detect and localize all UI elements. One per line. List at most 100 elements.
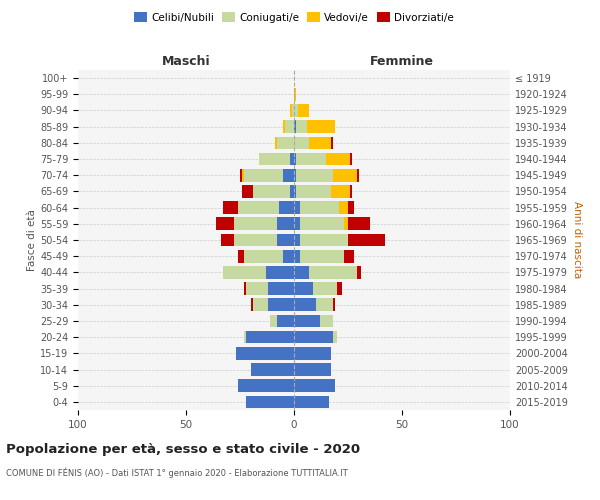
Bar — [348, 202, 355, 214]
Bar — [221, 234, 233, 246]
Bar — [333, 331, 337, 344]
Bar — [294, 152, 296, 166]
Bar — [301, 218, 344, 230]
Bar — [244, 282, 247, 295]
Bar — [326, 152, 350, 166]
Bar — [290, 185, 294, 198]
Bar — [301, 250, 344, 262]
Bar — [294, 185, 296, 198]
Bar — [344, 250, 355, 262]
Bar — [253, 185, 290, 198]
Bar — [290, 104, 292, 117]
Bar — [268, 282, 294, 295]
Bar — [350, 152, 352, 166]
Bar — [296, 169, 333, 181]
Bar — [238, 250, 244, 262]
Bar — [216, 218, 233, 230]
Bar — [275, 136, 277, 149]
Bar — [348, 234, 385, 246]
Bar — [320, 314, 333, 328]
Bar — [294, 298, 316, 311]
Bar — [307, 120, 335, 133]
Bar — [259, 152, 290, 166]
Bar — [277, 314, 294, 328]
Y-axis label: Anni di nascita: Anni di nascita — [572, 202, 581, 278]
Bar — [294, 136, 309, 149]
Bar — [253, 298, 268, 311]
Bar — [223, 266, 266, 278]
Bar — [294, 202, 301, 214]
Bar — [242, 169, 244, 181]
Bar — [283, 169, 294, 181]
Bar — [348, 218, 370, 230]
Y-axis label: Fasce di età: Fasce di età — [27, 209, 37, 271]
Bar — [294, 218, 301, 230]
Bar — [292, 104, 294, 117]
Bar — [283, 250, 294, 262]
Bar — [223, 202, 238, 214]
Text: COMUNE DI FÉNIS (AO) - Dati ISTAT 1° gennaio 2020 - Elaborazione TUTTITALIA.IT: COMUNE DI FÉNIS (AO) - Dati ISTAT 1° gen… — [6, 468, 348, 478]
Bar — [247, 331, 294, 344]
Bar — [277, 234, 294, 246]
Bar — [294, 104, 298, 117]
Bar — [294, 331, 333, 344]
Bar — [279, 202, 294, 214]
Text: Maschi: Maschi — [161, 56, 211, 68]
Bar — [294, 88, 296, 101]
Bar — [294, 169, 296, 181]
Bar — [296, 185, 331, 198]
Bar — [309, 136, 331, 149]
Bar — [247, 282, 268, 295]
Legend: Celibi/Nubili, Coniugati/e, Vedovi/e, Divorziati/e: Celibi/Nubili, Coniugati/e, Vedovi/e, Di… — [133, 10, 455, 24]
Bar — [333, 298, 335, 311]
Bar — [277, 136, 294, 149]
Text: Popolazione per età, sesso e stato civile - 2020: Popolazione per età, sesso e stato civil… — [6, 442, 360, 456]
Bar — [266, 266, 294, 278]
Bar — [294, 363, 331, 376]
Bar — [242, 185, 253, 198]
Bar — [247, 396, 294, 408]
Bar — [244, 250, 283, 262]
Bar — [277, 218, 294, 230]
Bar — [233, 234, 277, 246]
Bar — [240, 169, 242, 181]
Bar — [331, 185, 350, 198]
Bar — [333, 169, 356, 181]
Bar — [296, 120, 307, 133]
Bar — [233, 218, 277, 230]
Bar — [238, 202, 279, 214]
Bar — [283, 120, 286, 133]
Bar — [301, 202, 340, 214]
Bar — [296, 152, 326, 166]
Bar — [238, 380, 294, 392]
Bar — [294, 234, 301, 246]
Bar — [270, 314, 277, 328]
Bar — [340, 202, 348, 214]
Bar — [316, 298, 333, 311]
Bar — [294, 380, 335, 392]
Bar — [294, 282, 313, 295]
Bar — [244, 169, 283, 181]
Bar — [236, 347, 294, 360]
Bar — [251, 363, 294, 376]
Bar — [356, 266, 361, 278]
Bar — [337, 282, 341, 295]
Bar — [290, 152, 294, 166]
Bar — [294, 314, 320, 328]
Bar — [356, 169, 359, 181]
Bar — [294, 120, 296, 133]
Bar — [286, 120, 294, 133]
Bar — [350, 185, 352, 198]
Bar — [294, 266, 309, 278]
Bar — [294, 250, 301, 262]
Bar — [344, 218, 348, 230]
Bar — [294, 347, 331, 360]
Bar — [301, 234, 348, 246]
Bar — [313, 282, 337, 295]
Bar — [294, 396, 329, 408]
Bar — [251, 298, 253, 311]
Bar — [309, 266, 356, 278]
Bar — [331, 136, 333, 149]
Bar — [298, 104, 309, 117]
Bar — [268, 298, 294, 311]
